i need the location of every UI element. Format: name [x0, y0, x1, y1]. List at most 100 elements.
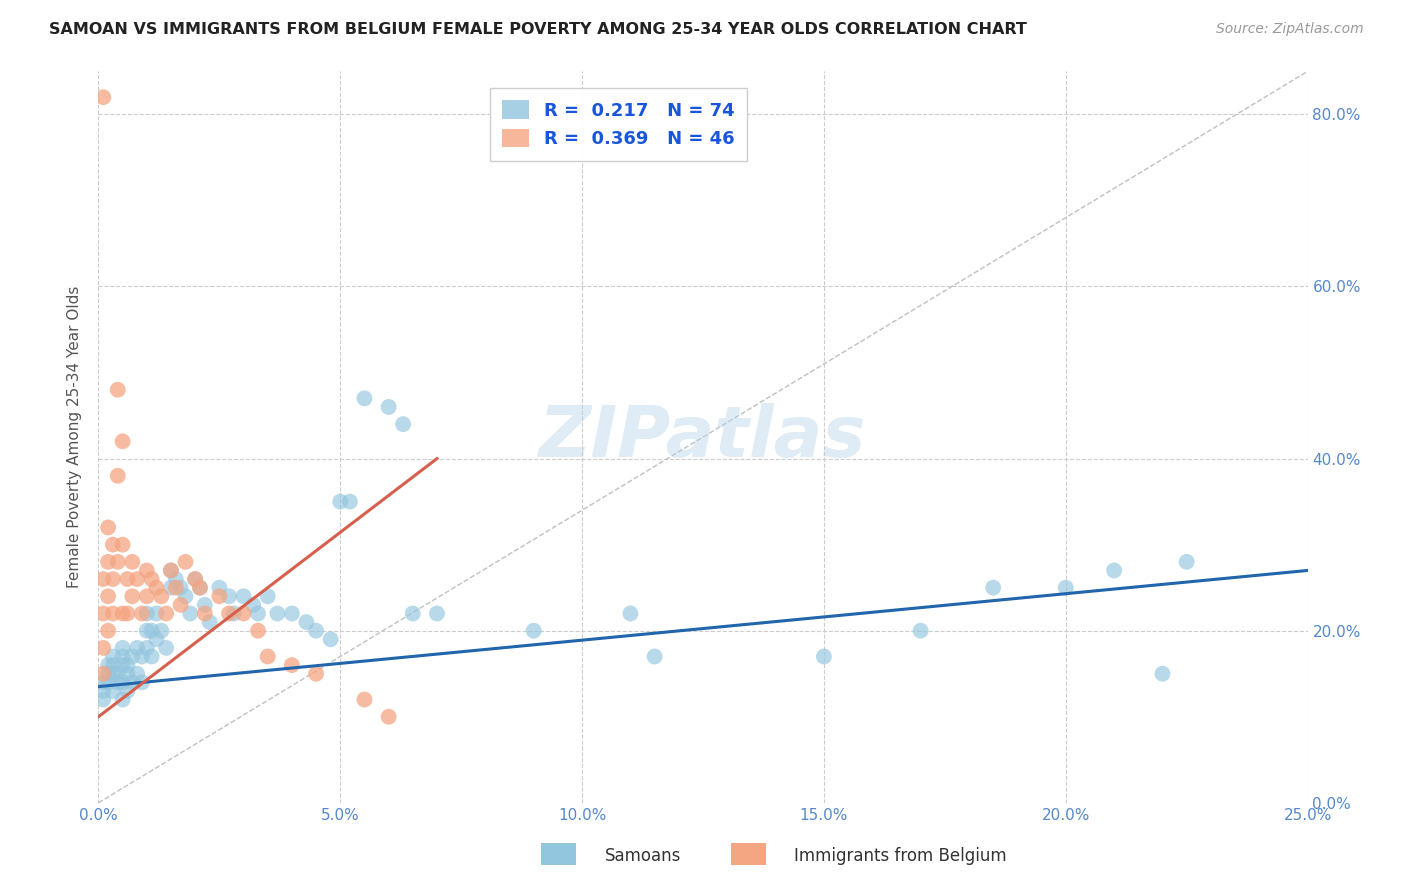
Point — [111, 538, 134, 552]
Point — [91, 640, 114, 655]
Point — [121, 675, 143, 690]
Point — [165, 572, 187, 586]
Point — [111, 675, 134, 690]
Point — [135, 564, 157, 578]
Point — [97, 658, 120, 673]
Point — [131, 649, 153, 664]
Point — [131, 675, 153, 690]
Point — [910, 624, 932, 638]
Point — [256, 589, 278, 603]
Point — [295, 615, 318, 629]
Text: Source: ZipAtlas.com: Source: ZipAtlas.com — [1216, 22, 1364, 37]
Point — [160, 564, 183, 578]
Point — [184, 572, 207, 586]
Point — [402, 607, 425, 621]
Point — [101, 666, 124, 681]
Point — [91, 675, 114, 690]
Point — [392, 417, 415, 432]
Point — [127, 572, 149, 586]
Point — [107, 666, 129, 681]
Point — [91, 666, 114, 681]
Point — [281, 658, 304, 673]
Point — [198, 615, 221, 629]
Point — [97, 589, 120, 603]
Point — [111, 434, 134, 449]
Text: Samoans: Samoans — [605, 847, 681, 865]
Point — [91, 572, 114, 586]
Point — [135, 607, 157, 621]
Point — [150, 589, 173, 603]
Point — [117, 684, 139, 698]
Point — [155, 607, 177, 621]
Point — [135, 624, 157, 638]
Point — [266, 607, 288, 621]
Point — [160, 564, 183, 578]
Point — [117, 666, 139, 681]
Point — [222, 607, 245, 621]
Point — [101, 572, 124, 586]
Point — [194, 598, 217, 612]
Y-axis label: Female Poverty Among 25-34 Year Olds: Female Poverty Among 25-34 Year Olds — [67, 286, 83, 588]
Point — [135, 640, 157, 655]
Point — [329, 494, 352, 508]
Point — [107, 675, 129, 690]
Point — [101, 684, 124, 698]
Point — [1175, 555, 1198, 569]
Point — [107, 555, 129, 569]
Point — [101, 649, 124, 664]
Point — [174, 589, 197, 603]
Point — [121, 555, 143, 569]
Point — [101, 607, 124, 621]
Point — [131, 607, 153, 621]
Point — [218, 589, 240, 603]
Point — [194, 607, 217, 621]
Point — [377, 710, 399, 724]
Point — [208, 581, 231, 595]
Point — [141, 649, 163, 664]
Point — [111, 658, 134, 673]
Point — [619, 607, 641, 621]
Point — [1152, 666, 1174, 681]
Point — [135, 589, 157, 603]
Point — [281, 607, 304, 621]
Point — [111, 692, 134, 706]
Point — [179, 607, 201, 621]
Point — [111, 607, 134, 621]
Point — [97, 666, 120, 681]
Point — [97, 675, 120, 690]
Point — [101, 658, 124, 673]
Point — [644, 649, 666, 664]
Point — [141, 624, 163, 638]
Text: Immigrants from Belgium: Immigrants from Belgium — [794, 847, 1007, 865]
Point — [184, 572, 207, 586]
Point — [127, 666, 149, 681]
Point — [107, 468, 129, 483]
Point — [247, 607, 270, 621]
Point — [160, 581, 183, 595]
Point — [208, 589, 231, 603]
Point — [155, 640, 177, 655]
Text: SAMOAN VS IMMIGRANTS FROM BELGIUM FEMALE POVERTY AMONG 25-34 YEAR OLDS CORRELATI: SAMOAN VS IMMIGRANTS FROM BELGIUM FEMALE… — [49, 22, 1028, 37]
Point — [91, 692, 114, 706]
Point — [247, 624, 270, 638]
Point — [339, 494, 361, 508]
Point — [101, 538, 124, 552]
Point — [121, 589, 143, 603]
Point — [1102, 564, 1125, 578]
Point — [145, 581, 167, 595]
Point — [121, 649, 143, 664]
Point — [117, 607, 139, 621]
Point — [169, 598, 191, 612]
Legend: R =  0.217   N = 74, R =  0.369   N = 46: R = 0.217 N = 74, R = 0.369 N = 46 — [489, 87, 747, 161]
Point — [150, 624, 173, 638]
Point — [523, 624, 546, 638]
Point — [169, 581, 191, 595]
Point — [117, 572, 139, 586]
Point — [188, 581, 211, 595]
Point — [91, 90, 114, 104]
Point — [117, 658, 139, 673]
Point — [353, 692, 375, 706]
Point — [97, 555, 120, 569]
Point — [145, 607, 167, 621]
Text: ZIPatlas: ZIPatlas — [540, 402, 866, 472]
